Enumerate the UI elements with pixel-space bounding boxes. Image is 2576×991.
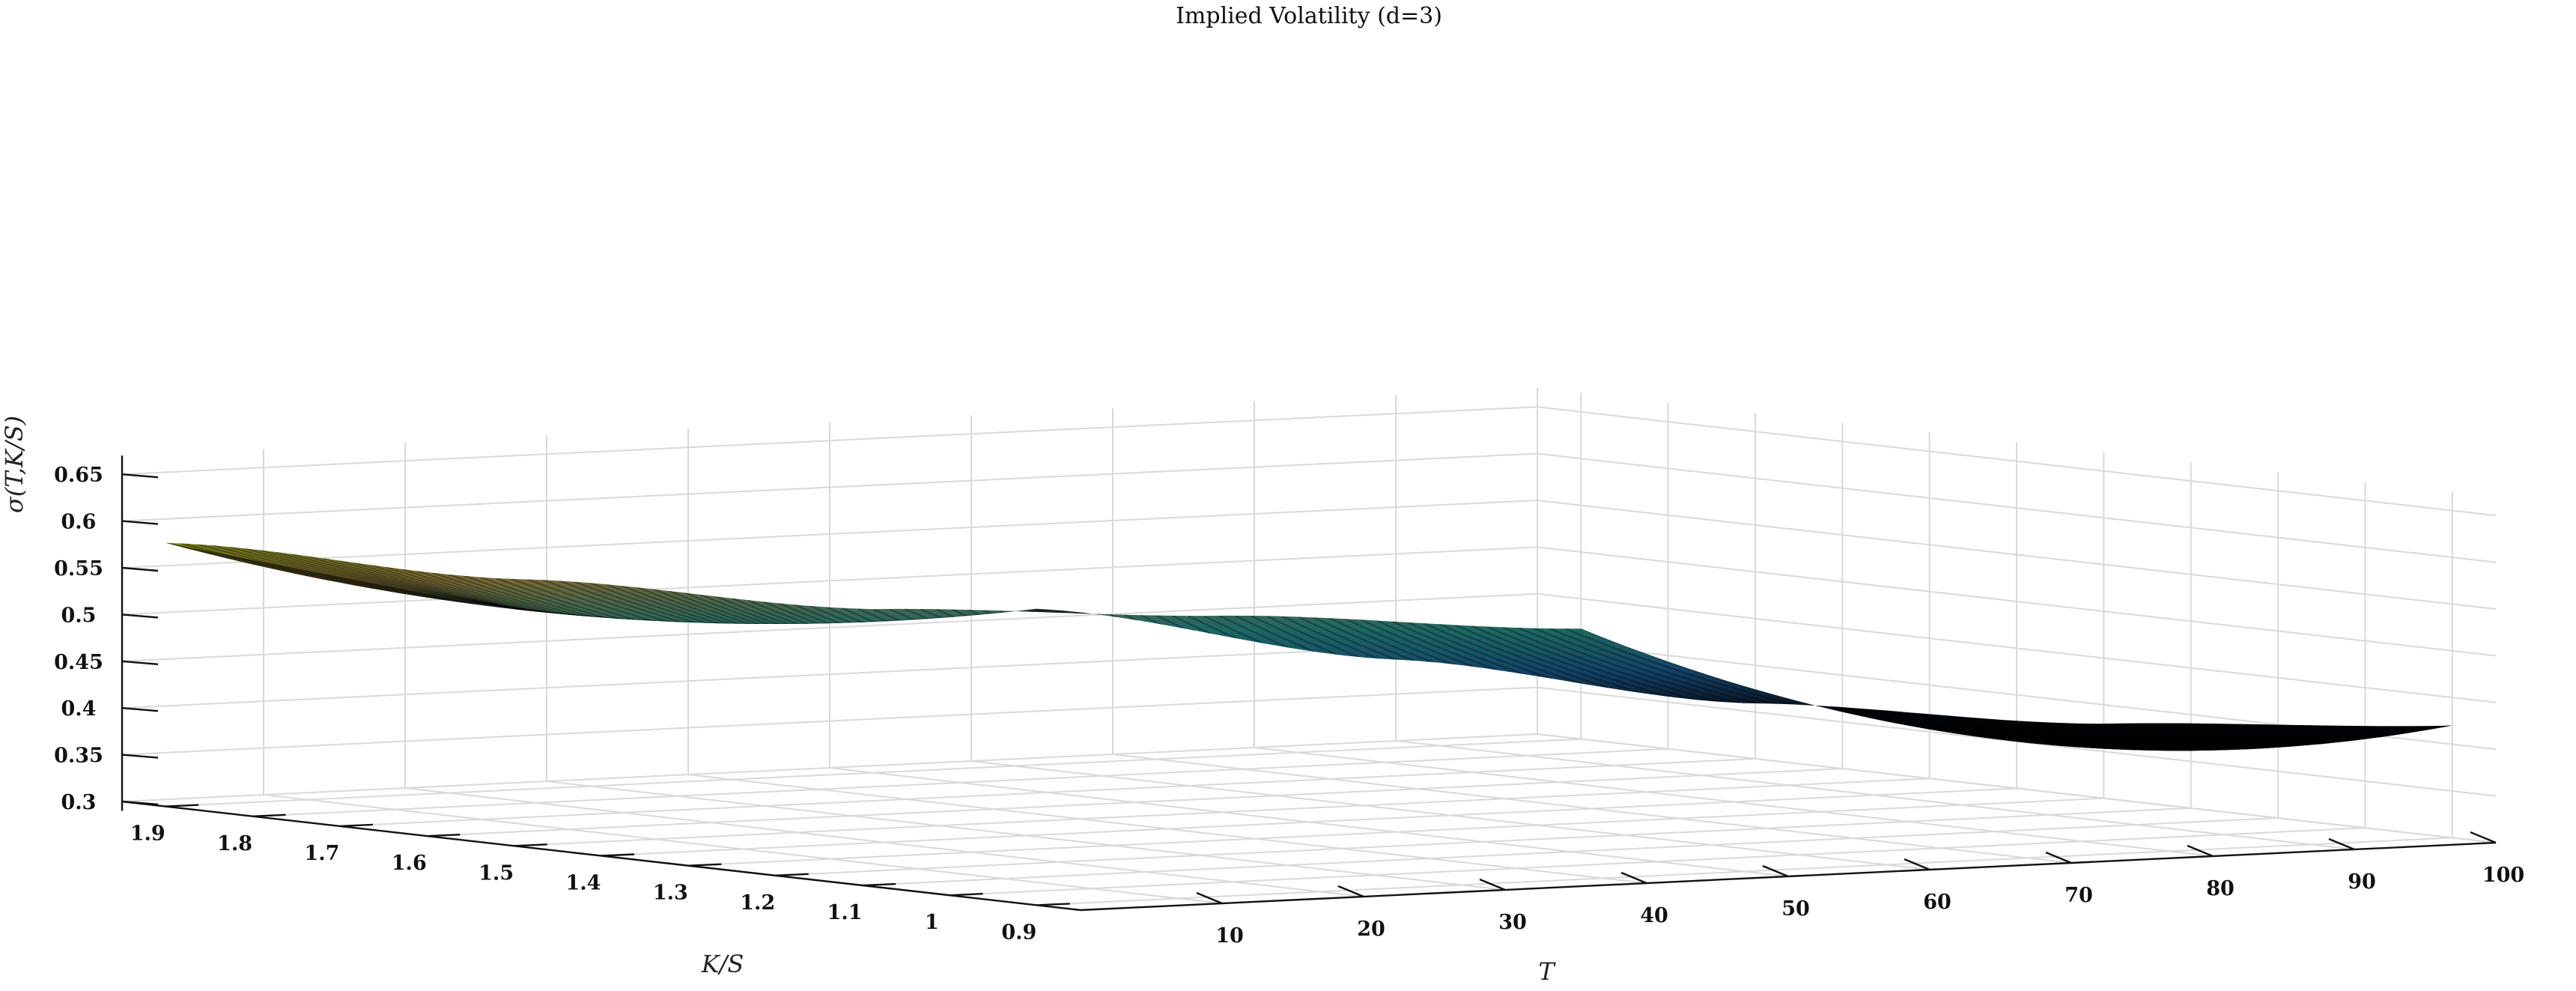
z-tick-mark	[121, 613, 159, 619]
t-tick-mark	[1196, 891, 1223, 905]
ks-tick-mark	[165, 804, 199, 807]
ks-tick-mark	[688, 863, 722, 867]
z-tick-label: 0.35	[54, 745, 103, 768]
ks-tick-mark	[950, 893, 983, 897]
t-tick-label: 60	[1923, 891, 1951, 914]
t-tick-label: 80	[2206, 877, 2235, 900]
ks-tick-label: 1	[925, 911, 939, 934]
z-tick-mark	[121, 754, 159, 759]
z-tick-mark	[121, 566, 159, 572]
t-tick-mark	[1479, 878, 1506, 891]
ks-tick-label: 1.3	[653, 882, 688, 905]
ks-tick-mark	[514, 843, 547, 847]
z-tick-label: 0.65	[54, 464, 103, 487]
z-axis-label: σ(T,K/S)	[0, 416, 28, 513]
ks-tick-mark	[1036, 903, 1070, 906]
z-tick-mark	[121, 800, 159, 806]
t-tick-label: 70	[2065, 884, 2093, 907]
x-axis-label: K/S	[701, 950, 744, 978]
t-tick-mark	[1620, 871, 1647, 885]
ks-tick-mark	[775, 873, 809, 877]
t-tick-label: 10	[1215, 924, 1244, 948]
z-tick-mark	[121, 473, 159, 479]
ks-tick-label: 1.4	[566, 872, 601, 895]
ks-tick-label: 1.8	[217, 832, 252, 855]
z-tick-label: 0.6	[61, 511, 97, 534]
t-tick-label: 90	[2348, 870, 2376, 894]
y-axis-label: T	[1538, 957, 1556, 986]
t-tick-mark	[2045, 851, 2072, 864]
ks-tick-label: 1.7	[304, 842, 339, 865]
ks-axis-ticks: 1.9 1.8 1.7 1.6 1.5 1.4 1.3 1.2 1.1 1 0.9	[130, 804, 1070, 944]
ks-tick-mark	[863, 882, 896, 887]
ks-tick-mark	[339, 823, 373, 828]
z-tick-mark	[121, 707, 159, 712]
t-axis-ticks: 10 20 30 40 50 60 70 80 90 100	[1196, 831, 2524, 948]
ks-tick-mark	[601, 853, 635, 857]
t-tick-mark	[1904, 858, 1931, 871]
ks-tick-label: 1.1	[827, 901, 863, 924]
z-tick-mark	[121, 660, 159, 665]
t-tick-mark	[1337, 885, 1364, 898]
ks-tick-mark	[252, 813, 286, 817]
z-tick-label: 0.5	[61, 604, 97, 627]
z-tick-label: 0.45	[54, 651, 103, 674]
axes	[121, 455, 2497, 912]
t-tick-label: 20	[1357, 918, 1385, 941]
ks-tick-label: 1.5	[479, 861, 514, 885]
grid-lines	[121, 388, 2497, 906]
t-tick-mark	[2470, 831, 2497, 844]
t-tick-mark	[2328, 837, 2355, 851]
t-tick-label: 100	[2482, 864, 2524, 887]
ks-tick-label: 1.2	[740, 891, 775, 915]
t-tick-label: 40	[1640, 904, 1668, 927]
t-tick-label: 50	[1781, 897, 1810, 921]
z-axis-ticks: 0.3 0.35 0.4 0.45 0.5 0.55 0.6 0.65	[54, 464, 159, 814]
volatility-surface	[165, 542, 2452, 751]
z-tick-label: 0.3	[61, 791, 97, 814]
chart-title: Implied Volatility (d=3)	[1176, 3, 1442, 29]
ks-tick-label: 1.9	[130, 822, 165, 846]
z-tick-label: 0.55	[54, 557, 103, 581]
t-tick-mark	[2187, 844, 2214, 858]
z-tick-label: 0.4	[61, 697, 97, 721]
ks-tick-label: 0.9	[1001, 921, 1036, 944]
ks-tick-label: 1.6	[392, 852, 427, 875]
z-tick-mark	[121, 520, 159, 525]
mesh-line	[259, 549, 1131, 638]
ks-tick-mark	[427, 833, 461, 837]
t-tick-mark	[1762, 864, 1789, 878]
t-tick-label: 30	[1498, 911, 1527, 934]
